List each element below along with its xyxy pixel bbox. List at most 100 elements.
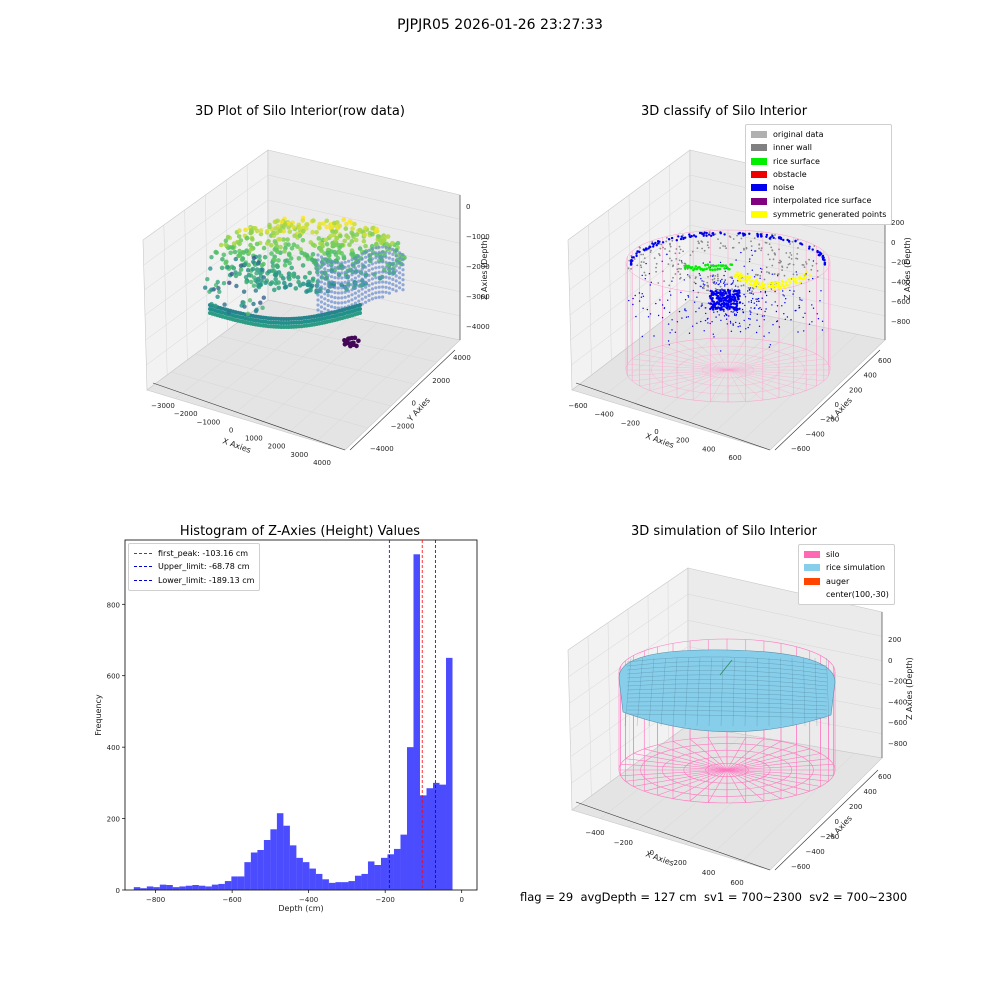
panel2-point (748, 301, 750, 303)
panel2-point (733, 293, 737, 296)
panel1-point (374, 246, 378, 250)
panel2-point (737, 285, 739, 288)
panel2-point (713, 268, 717, 271)
panel2-point (707, 289, 710, 292)
panel2-point (776, 320, 779, 322)
panel1-point (301, 225, 306, 231)
panel2-ytick: −200 (820, 416, 839, 424)
panel2-point (715, 292, 718, 295)
panel2-point (712, 291, 715, 294)
panel1-point (216, 286, 221, 291)
panel2-point (722, 308, 725, 311)
panel1-point (238, 238, 244, 243)
panel2-point (738, 301, 742, 304)
panel1-point (260, 267, 265, 272)
panel1-xtick: 1000 (245, 435, 263, 443)
panel2-point (628, 259, 631, 262)
panel2-point (705, 231, 708, 235)
panel2-point (685, 310, 687, 312)
panel2-point (679, 248, 682, 251)
panel1-ztick: −3000 (466, 293, 490, 301)
panel1-point (394, 289, 398, 293)
panel2-point (714, 290, 717, 293)
panel1-point (398, 286, 402, 290)
panel1-point (377, 265, 381, 269)
panel1-point (273, 272, 279, 278)
panel1-point (369, 243, 375, 249)
panel1-point (319, 255, 323, 259)
panel2-point (759, 307, 761, 309)
panel1-point (350, 278, 354, 282)
histogram-bar (192, 885, 199, 890)
panel1-point (324, 242, 330, 247)
panel1-point (296, 256, 302, 261)
histogram-bar (393, 848, 401, 890)
panel1-point (353, 276, 357, 280)
panel1-point (287, 276, 292, 282)
panel1-point (370, 287, 374, 291)
panel2-point (706, 263, 710, 267)
panel1-point (336, 306, 340, 310)
panel2-point (726, 323, 728, 325)
panel2-point (760, 308, 763, 311)
panel2-point (742, 278, 746, 281)
panel3-xtick: −600 (223, 896, 242, 904)
panel2-point (750, 284, 753, 287)
panel2-point (635, 254, 638, 258)
panel2-point (776, 273, 779, 276)
panel1-point (381, 270, 385, 274)
panel2-point (751, 254, 753, 256)
panel1-point (251, 259, 256, 264)
panel1-point (261, 245, 267, 251)
panel2-point (763, 278, 766, 281)
panel3-ytick: 0 (116, 887, 120, 895)
panel2-point (732, 323, 734, 325)
panel1-point (360, 267, 364, 271)
panel2-point (701, 232, 704, 236)
panel2-point (723, 292, 727, 295)
panel2-ytick: −600 (791, 445, 810, 453)
panel2-point (707, 241, 709, 244)
panel2-point (713, 311, 715, 313)
panel2-point (729, 276, 732, 279)
legend-swatch (804, 591, 820, 598)
panel2-point (721, 291, 725, 295)
panel2-point (722, 245, 724, 247)
panel1-ztick: −1000 (466, 233, 490, 241)
legend-label: obstacle (773, 169, 807, 179)
histogram-bar (426, 788, 433, 890)
panel2-point (641, 274, 643, 277)
panel2-point (750, 249, 753, 252)
panel2-point (749, 258, 751, 260)
panel1-point (333, 296, 337, 300)
panel2-point (689, 254, 692, 256)
panel1-point (381, 290, 385, 294)
panel1-point (360, 252, 364, 256)
panel2-point (711, 268, 714, 272)
panel1-point (316, 263, 320, 267)
panel2-point (716, 311, 719, 313)
panel1-point (330, 295, 334, 299)
panel2-point (728, 267, 731, 271)
legend-swatch (751, 131, 767, 139)
panel2-point (655, 244, 658, 247)
histogram-bar (439, 784, 446, 890)
panel1-point (333, 276, 337, 280)
panel2-3d-classify: −600−400−2000200400600−600−400−200020040… (567, 149, 912, 462)
panel1-point (220, 257, 225, 262)
panel1-point (358, 311, 362, 315)
panel3-legend: first_peak: -103.16 cm Upper_limit: -68.7… (128, 543, 261, 591)
panel1-point (282, 285, 288, 290)
panel1-point (236, 234, 242, 239)
histogram-bar (406, 747, 414, 890)
panel1-point (340, 296, 344, 300)
panel2-point (760, 287, 763, 290)
panel1-point (363, 243, 368, 249)
panel2-point (661, 241, 665, 244)
panel1-point (329, 249, 334, 254)
panel2-point (725, 318, 728, 320)
panel4-xtick: 0 (650, 849, 654, 857)
panel2-point (748, 232, 751, 235)
panel2-point (808, 245, 811, 248)
panel2-point (777, 285, 780, 289)
